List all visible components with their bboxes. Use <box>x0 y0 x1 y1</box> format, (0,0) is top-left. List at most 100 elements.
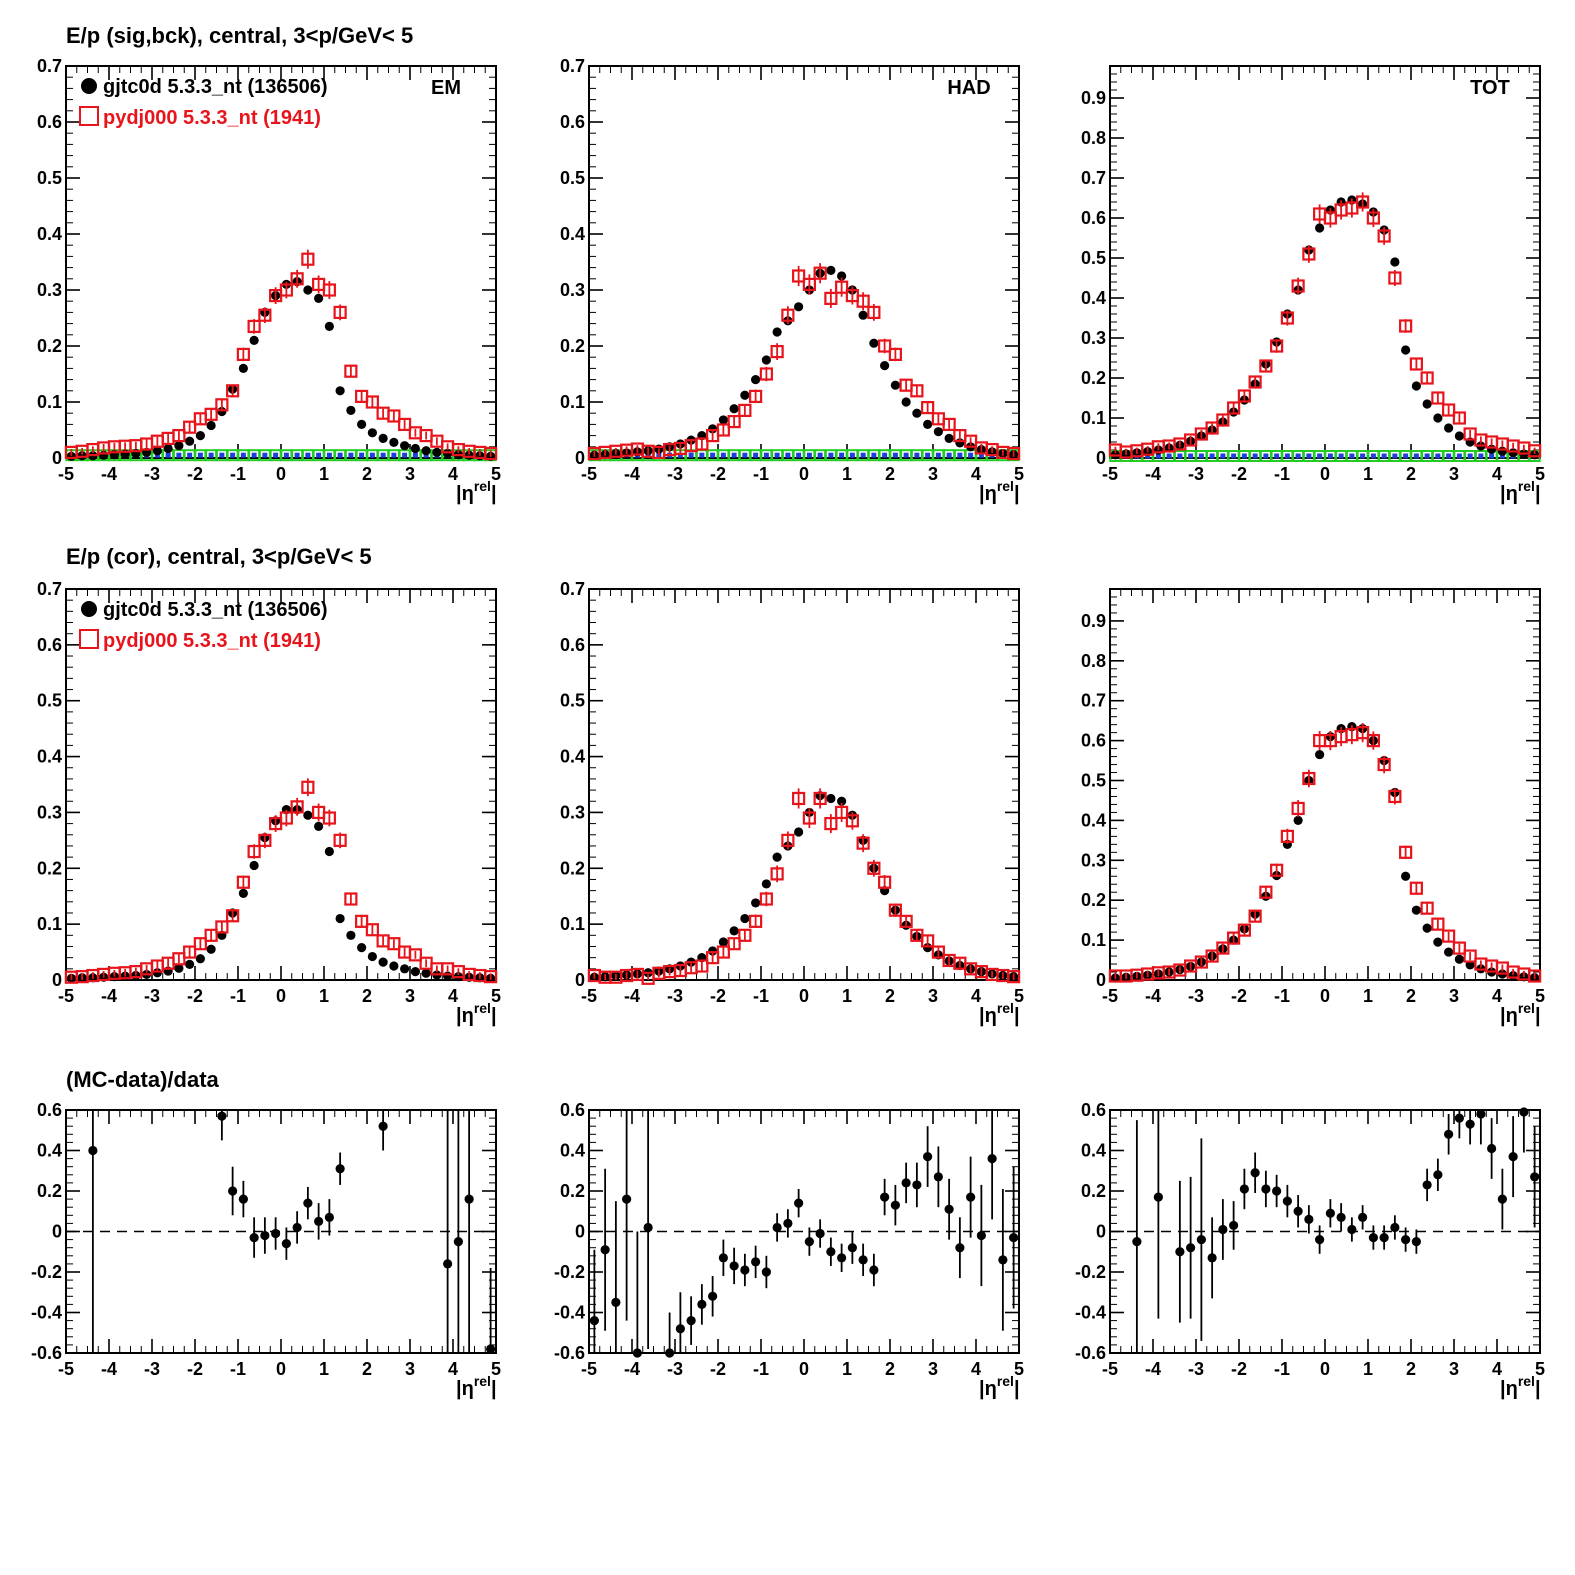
y-tick-label: 0.1 <box>560 914 585 934</box>
bkg-data-marker <box>903 452 909 458</box>
x-axis-label: |ηrel| <box>1500 478 1541 505</box>
mc-point <box>279 283 293 297</box>
data-point <box>206 944 216 954</box>
ratio-point <box>217 1111 227 1121</box>
bkg-data-marker <box>380 452 386 458</box>
data-point <box>195 954 205 964</box>
legend-data-label: gjtc0d 5.3.3_nt (136506) <box>103 599 328 621</box>
mc-point <box>749 914 763 928</box>
ratio-point <box>901 1178 911 1188</box>
x-tick-label: 5 <box>1535 464 1545 484</box>
x-axis-label: |ηrel| <box>979 1373 1020 1400</box>
y-tick-label: 0.2 <box>1081 1181 1106 1201</box>
y-tick-label: 0.7 <box>560 579 585 599</box>
bkg-data-marker <box>230 452 236 458</box>
mc-point <box>1409 357 1423 371</box>
x-axis-label-sup: rel <box>1518 1373 1535 1389</box>
x-tick-label: -4 <box>1145 464 1161 484</box>
data-point <box>1444 423 1454 433</box>
x-tick-label: 3 <box>928 464 938 484</box>
x-tick-label: 5 <box>491 986 501 1006</box>
bkg-data-marker <box>882 452 888 458</box>
x-tick-label: -2 <box>710 1359 726 1379</box>
y-tick-label: 0.1 <box>1081 408 1106 428</box>
ratio-point <box>1411 1237 1421 1247</box>
x-tick-label: 2 <box>1406 986 1416 1006</box>
y-tick-label: 0.1 <box>37 914 62 934</box>
panel-ratio-had: -0.6-0.4-0.200.20.40.6-5 -4 -3 -2 -1 0 1 2 3 4 5|η… <box>554 1100 1024 1400</box>
data-point <box>1422 923 1432 933</box>
ratio-point <box>1261 1184 1271 1194</box>
x-tick-label: -5 <box>1102 986 1118 1006</box>
mc-point <box>781 308 795 322</box>
data-point <box>1411 381 1421 391</box>
x-tick-label: 2 <box>1406 464 1416 484</box>
x-axis-label-sup: rel <box>997 478 1014 494</box>
data-point <box>826 265 836 275</box>
legend-mc-label: pydj000 5.3.3_nt (1941) <box>103 630 321 652</box>
x-tick-label: 1 <box>1363 986 1373 1006</box>
panel-label-em: EM <box>431 77 461 99</box>
x-axis-label-main: |η <box>1500 1005 1518 1027</box>
mc-point <box>408 948 422 962</box>
bkg-data-marker <box>1338 453 1344 459</box>
data-point <box>751 898 761 908</box>
mc-point <box>301 780 315 794</box>
y-tick-label: 0.7 <box>1081 691 1106 711</box>
mc-point <box>845 814 859 828</box>
x-axis-label-sup: rel <box>474 1000 491 1016</box>
mc-point <box>484 446 498 461</box>
mc-point <box>333 833 347 847</box>
x-tick-label: 3 <box>928 1359 938 1379</box>
bkg-data-marker <box>1360 453 1366 459</box>
data-point <box>1315 749 1325 760</box>
bkg-data-marker <box>1478 453 1484 459</box>
data-point <box>1454 954 1464 964</box>
x-tick-label: 1 <box>1363 1359 1373 1379</box>
ratio-point <box>1358 1212 1368 1222</box>
y-tick-label: 0.2 <box>37 336 62 356</box>
data-point <box>869 338 879 348</box>
y-tick-label: 0.2 <box>560 1181 585 1201</box>
bkg-data-marker <box>305 452 311 458</box>
bkg-data-marker <box>968 452 974 458</box>
x-tick-label: 2 <box>885 1359 895 1379</box>
bkg-data-marker <box>294 452 300 458</box>
x-tick-label: -5 <box>581 464 597 484</box>
ratio-point <box>826 1247 836 1257</box>
mc-point <box>1291 801 1305 816</box>
bkg-data-marker <box>1306 453 1312 459</box>
panel-label-tot: TOT <box>1470 77 1510 99</box>
x-tick-label: -2 <box>710 464 726 484</box>
mc-point <box>1366 211 1380 225</box>
mc-point <box>322 811 336 825</box>
y-tick-label: -0.6 <box>1075 1343 1106 1363</box>
ratio-point <box>1390 1222 1400 1233</box>
x-tick-label: 2 <box>885 986 895 1006</box>
data-point <box>1411 905 1421 915</box>
x-axis-label-sup: rel <box>474 478 491 494</box>
data-point <box>1487 444 1497 454</box>
x-tick-label: 1 <box>319 986 329 1006</box>
mc-point <box>1302 771 1316 786</box>
ratio-point <box>708 1291 718 1301</box>
ratio-point <box>1401 1235 1411 1245</box>
bkg-data-marker <box>176 452 182 458</box>
ratio-point <box>1497 1194 1507 1204</box>
y-tick-label: 0.6 <box>560 1100 585 1120</box>
y-tick-label: 0.6 <box>1081 731 1106 751</box>
mc-point <box>813 791 827 806</box>
y-tick-label: 0 <box>52 970 62 990</box>
ratio-point <box>837 1253 847 1263</box>
ratio-point <box>303 1198 313 1208</box>
x-tick-label: -3 <box>144 986 160 1006</box>
panel-cor-em: 00.10.20.30.40.50.60.7-5 -4 -3 -2 -1 0 1 2 3 4 5|η… <box>37 579 501 1027</box>
x-tick-label: 0 <box>1320 1359 1330 1379</box>
y-tick-label: 0.5 <box>560 691 585 711</box>
x-tick-label: 4 <box>971 986 981 1006</box>
y-tick-label: 0.1 <box>560 392 585 412</box>
mc-point <box>802 277 816 291</box>
bkg-data-marker <box>785 452 791 458</box>
y-tick-label: -0.4 <box>1075 1303 1106 1323</box>
data-point <box>303 810 313 820</box>
